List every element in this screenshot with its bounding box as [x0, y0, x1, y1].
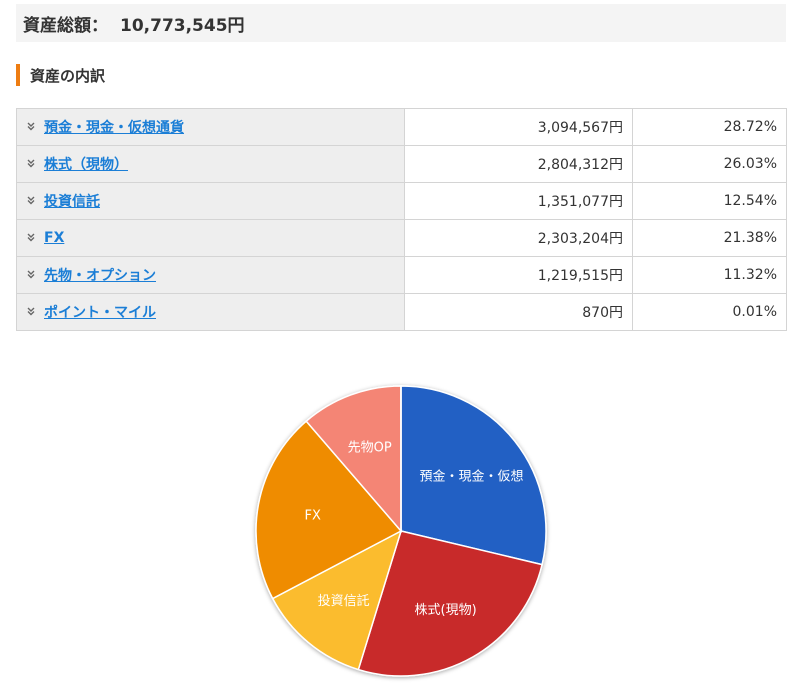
table-row: ポイント・マイル 870円 0.01%: [16, 293, 787, 331]
percent-cell: 21.38%: [632, 219, 787, 257]
amount-cell: 3,094,567円: [404, 108, 633, 146]
section-heading: 資産の内訳: [16, 64, 105, 86]
percent-cell: 11.32%: [632, 256, 787, 294]
pie-slice-label: FX: [304, 508, 320, 523]
pie-slice: [400, 385, 547, 566]
category-link[interactable]: 先物・オプション: [44, 268, 156, 284]
table-row: 預金・現金・仮想通貨 3,094,567円 28.72%: [16, 108, 787, 146]
table-row: 株式（現物） 2,804,312円 26.03%: [16, 145, 787, 183]
category-link[interactable]: 預金・現金・仮想通貨: [44, 120, 184, 136]
category-cell: 投資信託: [16, 182, 405, 220]
amount-cell: 1,219,515円: [404, 256, 633, 294]
category-cell: 先物・オプション: [16, 256, 405, 294]
table-row: 先物・オプション 1,219,515円 11.32%: [16, 256, 787, 294]
section-accent-bar: [16, 64, 20, 86]
table-row: 投資信託 1,351,077円 12.54%: [16, 182, 787, 220]
category-link[interactable]: 株式（現物）: [44, 157, 128, 173]
total-assets-value: 10,773,545円: [120, 15, 245, 36]
category-link[interactable]: FX: [44, 230, 65, 246]
pie-slice-label: 投資信託: [318, 593, 370, 609]
category-cell: FX: [16, 219, 405, 257]
category-cell: 預金・現金・仮想通貨: [16, 108, 405, 146]
pie-slice-label: 先物OP: [348, 441, 392, 456]
chevron-double-down-icon[interactable]: [26, 156, 36, 172]
percent-cell: 12.54%: [632, 182, 787, 220]
total-assets-bar: 資産総額： 10,773,545円: [16, 4, 786, 42]
percent-cell: 0.01%: [632, 293, 787, 331]
category-cell: 株式（現物）: [16, 145, 405, 183]
chevron-double-down-icon[interactable]: [26, 267, 36, 283]
pie-slice: [357, 530, 543, 677]
pie-slice: [255, 420, 403, 600]
category-link[interactable]: 投資信託: [44, 194, 100, 210]
amount-cell: 870円: [404, 293, 633, 331]
pie-slice: [271, 529, 403, 671]
amount-cell: 2,303,204円: [404, 219, 633, 257]
table-row: FX 2,303,204円 21.38%: [16, 219, 787, 257]
asset-breakdown-table: 預金・現金・仮想通貨 3,094,567円 28.72% 株式（現物） 2,804,31…: [16, 108, 787, 331]
amount-cell: 2,804,312円: [404, 145, 633, 183]
category-cell: ポイント・マイル: [16, 293, 405, 331]
chevron-double-down-icon[interactable]: [26, 230, 36, 246]
chevron-double-down-icon[interactable]: [26, 119, 36, 135]
total-assets-label: 資産総額：: [23, 15, 108, 36]
section-title: 資産の内訳: [30, 66, 106, 85]
category-link[interactable]: ポイント・マイル: [44, 305, 156, 321]
percent-cell: 26.03%: [632, 145, 787, 183]
chevron-double-down-icon[interactable]: [26, 193, 36, 209]
pie-slice-label: 預金・現金・仮想: [420, 468, 524, 484]
percent-cell: 28.72%: [632, 108, 787, 146]
chevron-double-down-icon[interactable]: [26, 304, 36, 320]
amount-cell: 1,351,077円: [404, 182, 633, 220]
pie-slice-label: 株式(現物): [415, 603, 477, 618]
pie-slice: [305, 385, 402, 534]
